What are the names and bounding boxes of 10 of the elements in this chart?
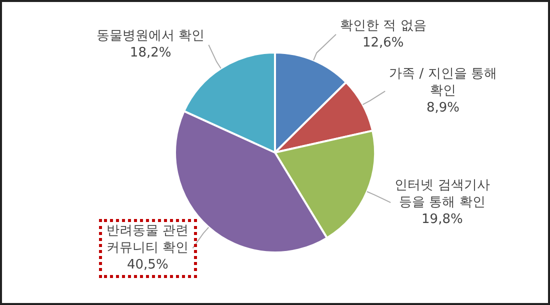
- slice-label: 반려동물 관련 커뮤니티 확인: [106, 224, 189, 256]
- data-label: 18,2%: [130, 46, 172, 61]
- slice-label: 가족 / 지인을 통해 확인: [389, 66, 497, 99]
- slice-label: 확인한 적 없음: [340, 18, 426, 34]
- data-label: 12,6%: [362, 35, 404, 50]
- slice-label: 동물병원에서 확인: [96, 28, 205, 44]
- data-label: 8,9%: [426, 100, 460, 116]
- slice-label: 인터넷 검색기사 등을 통해 확인: [394, 178, 490, 210]
- data-label: 40,5%: [127, 258, 168, 273]
- data-label: 19,8%: [422, 212, 463, 227]
